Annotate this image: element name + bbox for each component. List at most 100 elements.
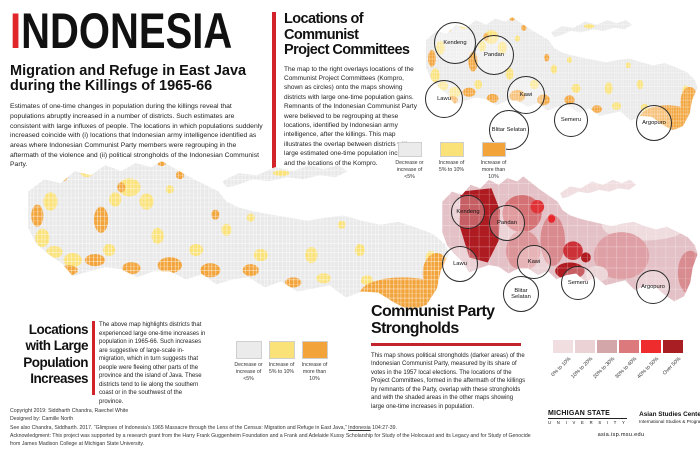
footer-branding: MICHIGAN STATE U N I V E R S I T Y Asian… — [548, 408, 700, 438]
legend-item: 10% to 20% — [570, 340, 595, 392]
legend-label: Increase of more than 10% — [480, 160, 507, 180]
heading-line: Population — [23, 354, 88, 370]
kompro-circle-kawi: Kawi — [517, 245, 551, 279]
section-heading-increases: Locations with Large Population Increase… — [14, 322, 88, 388]
legend-label: Over 50% — [661, 356, 683, 377]
section-heading-strongholds: Communist Party Strongholds — [371, 303, 529, 338]
section-body-increases: The above map highlights districts that … — [99, 322, 206, 405]
subtitle-line-2: during the Killings of 1965-66 — [10, 78, 213, 95]
kompro-circle-kawi: Kawi — [507, 76, 545, 114]
title-rest: NDONESIA — [21, 3, 233, 59]
msu-wordmark: MICHIGAN STATE — [548, 410, 628, 419]
heading-line: Locations of — [284, 11, 364, 27]
legend-vote-share: 0% to 10% 10% to 20% 20% to 30% 30% to 4… — [550, 340, 683, 392]
red-rule — [371, 342, 521, 346]
kompro-circle-blitar-selatan: Blitar Selatan — [503, 276, 539, 312]
heading-line: Strongholds — [371, 319, 459, 337]
kompro-circle-label: Argopuro — [641, 283, 665, 290]
legend-swatch — [641, 340, 661, 353]
title-accent-letter: I — [10, 3, 22, 59]
legend-swatch — [597, 340, 617, 353]
legend-label: Increase of more than 10% — [301, 362, 328, 382]
legend-label: 20% to 30% — [592, 356, 617, 381]
legend-swatch-orange — [481, 142, 506, 157]
msu-university-text: U N I V E R S I T Y — [548, 419, 628, 425]
kompro-circle-label: Kendeng — [456, 208, 480, 215]
msu-lockup: MICHIGAN STATE U N I V E R S I T Y Asian… — [548, 408, 700, 426]
asc-title: Asian Studies Center — [639, 410, 700, 418]
legend-item: Increase of 5% to 10% — [435, 142, 468, 180]
subtitle: Migration and Refuge in East Java during… — [10, 62, 270, 96]
kompro-circle-pandan: Pandan — [474, 35, 514, 75]
legend-swatch — [553, 340, 573, 353]
legend-label: 30% to 40% — [614, 356, 639, 381]
asc-subtitle: International Studies & Programs — [639, 418, 700, 424]
legend-swatch-orange — [301, 341, 328, 359]
legend-item: Increase of more than 10% — [300, 341, 329, 382]
title-block: INDONESIA Migration and Refuge in East J… — [10, 6, 270, 170]
citation-line: See also Chandra, Siddharth. 2017. “Glim… — [10, 424, 540, 432]
legend-label: 10% to 20% — [570, 356, 595, 381]
legend-item: Over 50% — [661, 340, 683, 392]
msu-logo: MICHIGAN STATE U N I V E R S I T Y — [548, 410, 628, 425]
acknowledgment-line: Acknowledgment: This project was support… — [10, 432, 531, 448]
legend-item: Increase of more than 10% — [477, 142, 510, 180]
kompro-circle-label: Lawu — [437, 95, 451, 102]
kompro-circle-argopuro: Argopuro — [636, 105, 672, 141]
legend-population-top: Decrease or increase of <5% Increase of … — [393, 142, 510, 180]
kompro-circle-label: Semeru — [567, 279, 589, 286]
legend-item: 20% to 30% — [592, 340, 617, 392]
legend-swatch — [663, 340, 683, 353]
kompro-circle-label: Argopuro — [642, 119, 666, 126]
kompro-circle-label: Blitar Selatan — [511, 287, 531, 300]
intro-paragraph: Estimates of one-time changes in populat… — [10, 103, 263, 169]
red-divider-bar — [92, 321, 95, 395]
kompro-circle-pandan: Pandan — [489, 205, 525, 241]
kompro-circle-label: Pandan — [484, 51, 504, 58]
heading-line: Increases — [30, 371, 88, 387]
legend-item: 30% to 40% — [614, 340, 639, 392]
heading-line: Project Committees — [284, 42, 410, 58]
section-body-strongholds: This map shows political strongholds (da… — [371, 352, 526, 410]
heading-line: with Large — [25, 338, 88, 354]
legend-label: Decrease or increase of <5% — [234, 362, 263, 382]
asian-studies-center-block: Asian Studies Center International Studi… — [639, 411, 700, 424]
legend-label: 40% to 50% — [636, 356, 661, 381]
kompro-circle-semeru: Semeru — [561, 266, 595, 300]
legend-label: Increase of 5% to 10% — [268, 362, 295, 375]
subtitle-line-1: Migration and Refuge in East Java — [10, 62, 247, 79]
designed-by-line: Designed by: Camille North — [10, 416, 74, 423]
legend-swatch-yellow — [268, 341, 295, 359]
kompro-circle-kendeng: Kendeng — [451, 195, 485, 229]
kompro-circle-label: Blitar Selatan — [491, 126, 527, 133]
heading-line: Communist — [284, 26, 359, 43]
kompro-circle-label: Semeru — [560, 116, 582, 123]
section-body: The map to the right overlays locations … — [284, 65, 417, 167]
map-committees-overlay: Kendeng Pandan Lawu Kawi Blitar Selatan … — [413, 2, 700, 154]
heading-line: Locations — [28, 322, 89, 337]
legend-item: 0% to 10% — [550, 340, 573, 392]
section-project-committees: Locations of Communist Project Committee… — [272, 11, 418, 169]
legend-item: Decrease or increase of <5% — [234, 341, 263, 382]
citation-pages: 104:27-39. — [370, 424, 397, 431]
citation-journal: Indonesia — [348, 424, 371, 431]
kompro-circle-kendeng: Kendeng — [434, 22, 476, 64]
kompro-circle-semeru: Semeru — [554, 103, 588, 137]
legend-label: Decrease or increase of <5% — [395, 160, 424, 180]
kompro-circle-label: Lawu — [453, 260, 467, 267]
legend-item: Decrease or increase of <5% — [393, 142, 426, 180]
legend-swatch-yellow — [439, 142, 464, 157]
legend-item: Increase of 5% to 10% — [267, 341, 296, 382]
copyright-line: Copyright 2019: Siddharth Chandra, Raech… — [10, 408, 129, 414]
legend-label: 0% to 10% — [550, 356, 573, 378]
heading-line: Communist Party — [371, 303, 495, 320]
kompro-circle-label: Kawi — [527, 258, 541, 265]
legend-swatch-gray — [235, 341, 262, 359]
map-communist-strongholds: Kendeng Pandan Lawu Kawi Blitar Selatan … — [430, 168, 700, 330]
citation-text: See also Chandra, Siddharth. 2017. “Glim… — [10, 424, 349, 431]
section-strongholds: Communist Party Strongholds This map sho… — [371, 303, 529, 411]
legend-swatch — [575, 340, 595, 353]
footer-credits: Copyright 2019: Siddharth Chandra, Raech… — [10, 407, 540, 449]
legend-swatch-gray — [397, 142, 422, 157]
